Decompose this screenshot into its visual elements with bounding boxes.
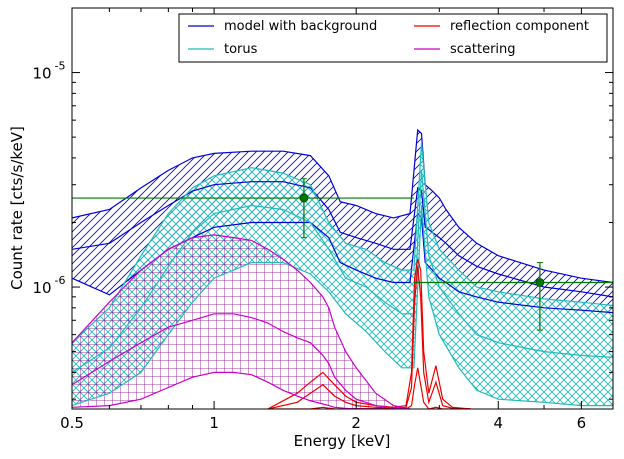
x-tick-label: 0.5	[60, 414, 84, 432]
lower-line-torus	[72, 205, 613, 407]
x-tick-label: 6	[577, 414, 587, 432]
y-tick-label: 10	[32, 65, 51, 83]
lower-line-reflection-component	[267, 367, 471, 409]
upper-line-torus	[72, 142, 613, 344]
series-line-layer	[72, 128, 613, 409]
y-tick-exponent: -6	[55, 274, 66, 287]
model-line-model-with-background	[72, 181, 613, 298]
data-points-layer	[72, 178, 613, 331]
x-axis-label: Energy [keV]	[294, 432, 391, 450]
band-torus	[72, 142, 613, 406]
legend-label-reflection-component: reflection component	[450, 19, 589, 34]
upper-line-reflection-component	[267, 258, 471, 409]
legend-label-scattering: scattering	[450, 42, 516, 57]
legend-label-torus: torus	[224, 42, 258, 57]
y-tick-label: 10	[32, 279, 51, 297]
data-point-1	[535, 278, 545, 287]
band-scattering	[72, 234, 410, 409]
plot-frame	[71, 7, 614, 410]
legend: model with background reflection componen…	[178, 13, 608, 63]
model-line-scattering	[72, 313, 411, 409]
lower-line-model-with-background	[72, 212, 613, 314]
upper-line-model-with-background	[72, 128, 613, 284]
tick-layer: 0.5 1 2 4 6 10 -6 10 -5	[32, 7, 614, 432]
x-tick-label: 2	[351, 414, 361, 432]
model-line-reflection-component	[267, 266, 471, 409]
x-tick-label: 1	[209, 414, 219, 432]
legend-box	[178, 13, 608, 63]
x-tick-label: 4	[494, 414, 504, 432]
y-tick-exponent: -5	[55, 60, 66, 73]
model-line-torus	[72, 170, 613, 373]
legend-label-model-with-background: model with background	[224, 19, 377, 34]
upper-line-scattering	[72, 234, 411, 409]
data-point-0	[299, 193, 309, 203]
y-axis-label: Count rate [cts/s/keV]	[8, 126, 26, 290]
